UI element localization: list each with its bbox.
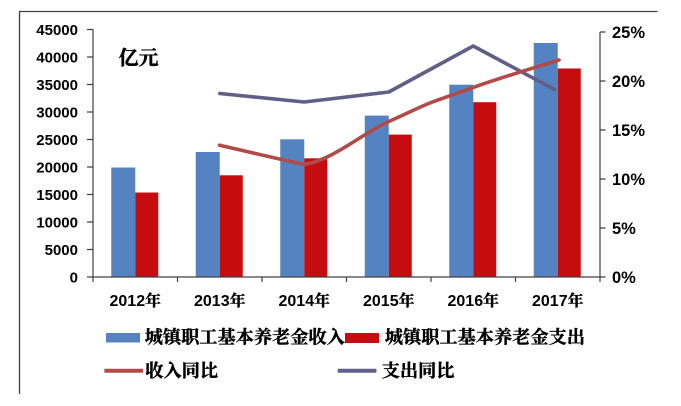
svg-text:35000: 35000 xyxy=(36,77,78,94)
svg-text:2017: 2017 xyxy=(532,293,568,310)
svg-text:5%: 5% xyxy=(612,220,636,238)
svg-text:2014: 2014 xyxy=(279,293,315,310)
svg-text:20%: 20% xyxy=(612,73,645,91)
svg-text:25000: 25000 xyxy=(36,132,78,149)
svg-text:0%: 0% xyxy=(612,269,636,287)
svg-text:25%: 25% xyxy=(612,24,645,42)
svg-text:30000: 30000 xyxy=(36,104,78,121)
svg-text:15000: 15000 xyxy=(36,187,78,204)
svg-text:2016: 2016 xyxy=(448,293,484,310)
svg-text:0: 0 xyxy=(70,269,78,286)
svg-text:2015: 2015 xyxy=(363,293,399,310)
svg-text:2013: 2013 xyxy=(194,293,230,310)
svg-text:10000: 10000 xyxy=(36,214,78,231)
svg-text:40000: 40000 xyxy=(36,49,78,66)
svg-text:2012: 2012 xyxy=(110,293,146,310)
svg-text:10%: 10% xyxy=(612,171,645,189)
svg-text:15%: 15% xyxy=(612,122,645,140)
svg-text:5000: 5000 xyxy=(45,242,78,259)
svg-text:20000: 20000 xyxy=(36,159,78,176)
svg-text:45000: 45000 xyxy=(36,22,78,39)
